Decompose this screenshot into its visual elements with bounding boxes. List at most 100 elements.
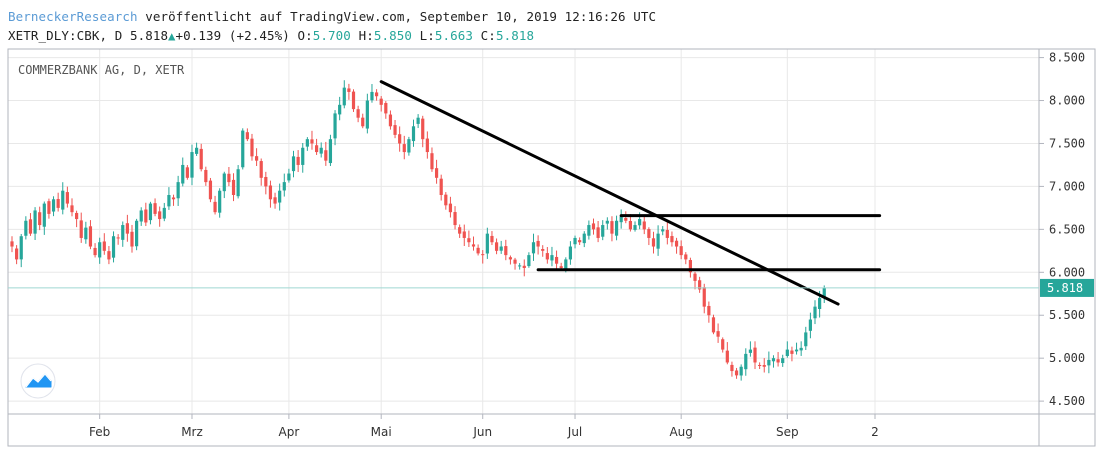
price-axis[interactable]: 8.500 8.000 7.500 7.000 6.500 6.000 5.500 5.000… [1039, 51, 1085, 409]
open-key: O: [297, 28, 313, 43]
candle-down [379, 98, 383, 105]
candle-up [328, 139, 333, 164]
candle-down [65, 192, 69, 204]
candle-down [490, 235, 494, 243]
candle-up [564, 259, 568, 269]
candle-up [111, 236, 116, 258]
candle-up [190, 152, 194, 178]
candle-up [619, 216, 623, 223]
last-price-label: 5.818 [130, 28, 169, 43]
candle-up [818, 298, 822, 310]
candle-up [98, 242, 102, 258]
candle-up [241, 130, 245, 168]
candle-up [781, 358, 785, 364]
candle-up [167, 195, 171, 207]
candle-down [674, 240, 679, 247]
candle-down [388, 114, 393, 127]
candle-up [739, 366, 743, 376]
candle-up [601, 225, 605, 237]
trendlines[interactable] [379, 80, 882, 306]
candle-down [351, 91, 356, 110]
candle-down [254, 156, 259, 161]
candle-up [162, 207, 166, 219]
candle-down [716, 331, 720, 337]
y-tick-label: 6.500 [1049, 222, 1085, 236]
candle-down [171, 197, 176, 200]
candle-down [384, 103, 388, 114]
candle-down [264, 176, 268, 187]
candle-down [398, 134, 402, 144]
y-tick-label: 7.500 [1049, 136, 1085, 150]
candle-down [314, 145, 319, 153]
candle-down [753, 347, 757, 363]
candle-up [301, 147, 305, 165]
candle-down [231, 179, 236, 195]
candle-up [661, 229, 665, 232]
candle-down [628, 221, 633, 230]
candle-up [804, 332, 808, 347]
candle-up [407, 139, 411, 153]
candle-up [51, 199, 56, 212]
candle-down [324, 150, 328, 161]
candle-down [227, 173, 231, 183]
candle-down [541, 249, 545, 251]
candle-down [688, 260, 693, 273]
candle-up [808, 319, 812, 331]
candle-up [61, 190, 65, 210]
author-link[interactable]: BerneckerResearch [8, 9, 138, 24]
low-value: 5.663 [434, 28, 474, 43]
candle-up [638, 219, 642, 226]
time-axis[interactable]: Feb Mrz Apr Mai Jun Jul Aug Sep 2 [89, 414, 879, 439]
candle-down [130, 231, 134, 247]
candle-down [651, 238, 656, 247]
candle-down [88, 226, 93, 247]
up-arrow-icon: ▲ [168, 29, 176, 43]
candle-down [471, 244, 476, 247]
candle-up [411, 126, 416, 142]
candle-down [665, 229, 669, 238]
candle-down [721, 339, 725, 350]
candle-down [10, 241, 14, 247]
x-tick-label: 2 [871, 425, 879, 439]
candle-down [107, 251, 111, 260]
candle-up [282, 182, 286, 191]
change-label: +0.139 (+2.45%) [175, 28, 290, 43]
y-tick-label: 5.000 [1049, 351, 1085, 365]
candle-down [481, 254, 485, 256]
candle-down [439, 178, 443, 195]
candle-up [531, 242, 536, 254]
x-tick-label: Mai [371, 425, 392, 439]
x-tick-label: Sep [776, 425, 799, 439]
candle-down [725, 350, 729, 363]
candle-down [559, 266, 563, 268]
candle-down [711, 317, 716, 333]
candle-down [185, 167, 189, 178]
candle-down [296, 156, 300, 165]
candle-up [370, 91, 374, 101]
candle-down [153, 203, 157, 214]
candle-up [338, 104, 342, 115]
candle-up [485, 233, 489, 254]
candle-down [402, 144, 406, 153]
candle-down [273, 197, 277, 204]
candle-down [776, 359, 780, 363]
candle-down [268, 185, 273, 200]
candle-down [698, 280, 702, 290]
candle-down [642, 221, 646, 230]
trend-line[interactable] [379, 80, 840, 306]
chart-frame [7, 48, 1096, 447]
candle-down [536, 240, 540, 247]
candle-down [38, 212, 42, 226]
candle-up [813, 306, 817, 319]
candle-down [434, 168, 439, 178]
tradingview-logo-icon[interactable] [20, 363, 56, 399]
publish-info: veröffentlicht auf TradingView.com, Sept… [137, 9, 657, 24]
candle-up [568, 246, 573, 260]
y-tick-label: 7.000 [1049, 179, 1085, 193]
candle-down [790, 350, 794, 354]
candle-down [70, 205, 74, 213]
candle-down [513, 259, 517, 264]
candle-up [148, 203, 153, 221]
high-key: H: [358, 28, 374, 43]
